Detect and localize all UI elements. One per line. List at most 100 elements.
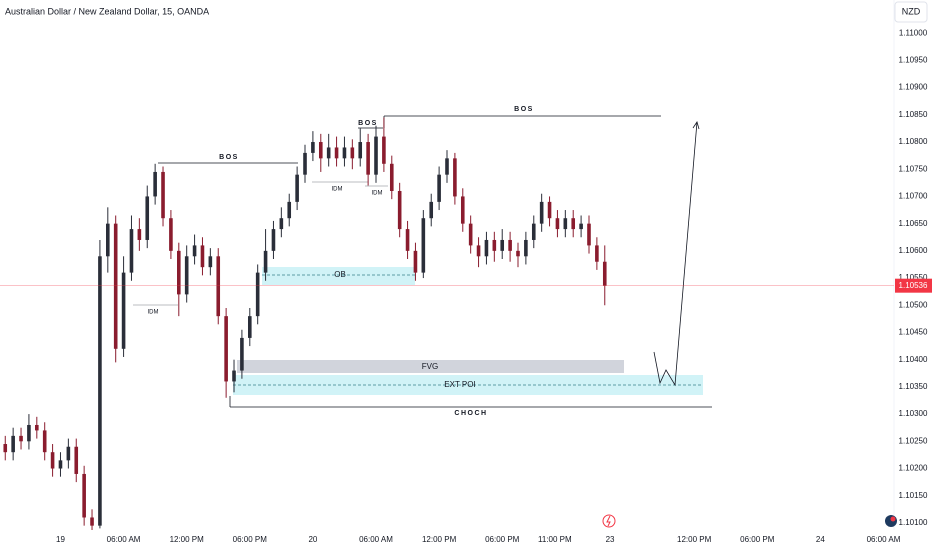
candle-body	[366, 142, 370, 175]
candle-body	[169, 218, 173, 251]
fvg-label: FVG	[422, 362, 438, 371]
candle-body	[524, 239, 528, 257]
y-tick-label: 1.10450	[899, 328, 928, 337]
idm-label: IDM	[372, 191, 383, 197]
candle-body	[468, 223, 473, 246]
candle-body	[287, 201, 292, 219]
candle-body	[547, 201, 552, 219]
candle-body	[74, 446, 79, 474]
candle-body	[311, 142, 315, 153]
candle-body	[35, 424, 39, 431]
candle-body	[429, 201, 434, 219]
poi-label: EXT POI	[444, 380, 475, 389]
candle-body	[177, 250, 181, 295]
y-tick-label: 1.10250	[899, 436, 928, 445]
y-tick-label: 1.10350	[899, 382, 928, 391]
candle-body	[90, 517, 94, 526]
x-tick-label: 06:00 AM	[867, 535, 901, 544]
event-icon[interactable]	[602, 514, 616, 528]
x-tick-label: 12:00 PM	[422, 535, 457, 544]
fvg-zone	[237, 360, 624, 373]
logo-icon[interactable]	[885, 515, 897, 527]
x-tick-label: 12:00 PM	[677, 535, 712, 544]
candle-body	[484, 239, 489, 257]
y-tick-label: 1.10700	[899, 192, 928, 201]
candle-body	[208, 256, 213, 268]
candle-body	[318, 142, 323, 159]
candle-body	[153, 171, 157, 197]
candle-body	[405, 229, 410, 251]
y-tick-label: 1.10950	[899, 56, 928, 65]
candle-body	[602, 261, 607, 286]
y-tick-label: 1.10300	[899, 409, 928, 418]
candle-body	[137, 229, 142, 240]
y-tick-label: 1.10650	[899, 219, 928, 228]
candle-body	[184, 256, 189, 295]
candle-body	[145, 196, 150, 240]
last-price-label: 1.10536	[899, 281, 928, 290]
candle-body	[342, 147, 347, 159]
candle-body	[445, 158, 449, 175]
ob-zone	[262, 267, 415, 285]
candle-body	[453, 158, 457, 197]
candle-body	[42, 430, 47, 453]
y-tick-label: 1.11000	[899, 28, 928, 37]
candle-body	[587, 223, 591, 246]
x-tick-label: 06:00 PM	[740, 535, 775, 544]
candle-body	[11, 435, 15, 453]
ob-label: OB	[334, 270, 346, 279]
candle-body	[247, 316, 252, 338]
y-tick-label: 1.10150	[899, 491, 928, 500]
currency-button[interactable]	[894, 1, 928, 23]
x-tick-label: 06:00 AM	[359, 535, 393, 544]
candle-body	[216, 256, 221, 317]
candle-body	[161, 171, 165, 219]
candle-body	[279, 218, 284, 230]
x-tick-label: 06:00 AM	[107, 535, 141, 544]
candle-body	[240, 337, 244, 371]
candle-body	[232, 370, 236, 382]
candle-body	[508, 239, 512, 251]
y-tick-label: 1.10550	[899, 273, 928, 282]
candle-body	[121, 272, 126, 349]
chart-title: Australian Dollar / New Zealand Dollar, …	[5, 6, 209, 16]
candle-body	[106, 223, 110, 257]
candle-body	[129, 229, 134, 273]
candle-body	[58, 460, 63, 469]
candle-body	[303, 152, 307, 175]
y-tick-label: 1.10100	[899, 518, 928, 527]
candle-body	[563, 218, 568, 230]
candle-body	[437, 174, 441, 202]
bos-label: BOS	[219, 154, 239, 161]
y-tick-label: 1.10500	[899, 300, 928, 309]
event-icon-bolt	[606, 515, 611, 527]
x-tick-label: 24	[816, 535, 825, 544]
candle-body	[492, 239, 497, 251]
currency-label[interactable]: NZD	[902, 6, 921, 16]
candle-body	[571, 218, 576, 230]
y-tick-label: 1.10600	[899, 246, 928, 255]
idm-label: IDM	[332, 187, 343, 193]
candle-body	[350, 147, 355, 159]
candle-body	[531, 223, 536, 240]
last-price-box	[895, 278, 932, 293]
candle-body	[82, 473, 86, 518]
candle-body	[19, 435, 23, 442]
x-tick-label: 20	[308, 535, 317, 544]
candle-body	[460, 196, 465, 224]
candle-body	[382, 136, 386, 164]
candle-body	[539, 201, 544, 224]
y-tick-label: 1.10850	[899, 110, 928, 119]
candle-body	[516, 250, 520, 257]
choch-label: CHOCH	[454, 410, 487, 417]
candle-body	[413, 250, 418, 273]
candle-body	[500, 239, 505, 251]
x-tick-label: 06:00 PM	[485, 535, 520, 544]
candle-body	[334, 147, 339, 159]
candle-body	[192, 245, 197, 257]
x-tick-label: 19	[56, 535, 65, 544]
x-tick-label: 12:00 PM	[170, 535, 205, 544]
x-tick-label: 06:00 PM	[233, 535, 268, 544]
candle-body	[326, 147, 331, 159]
candle-body	[374, 136, 378, 175]
